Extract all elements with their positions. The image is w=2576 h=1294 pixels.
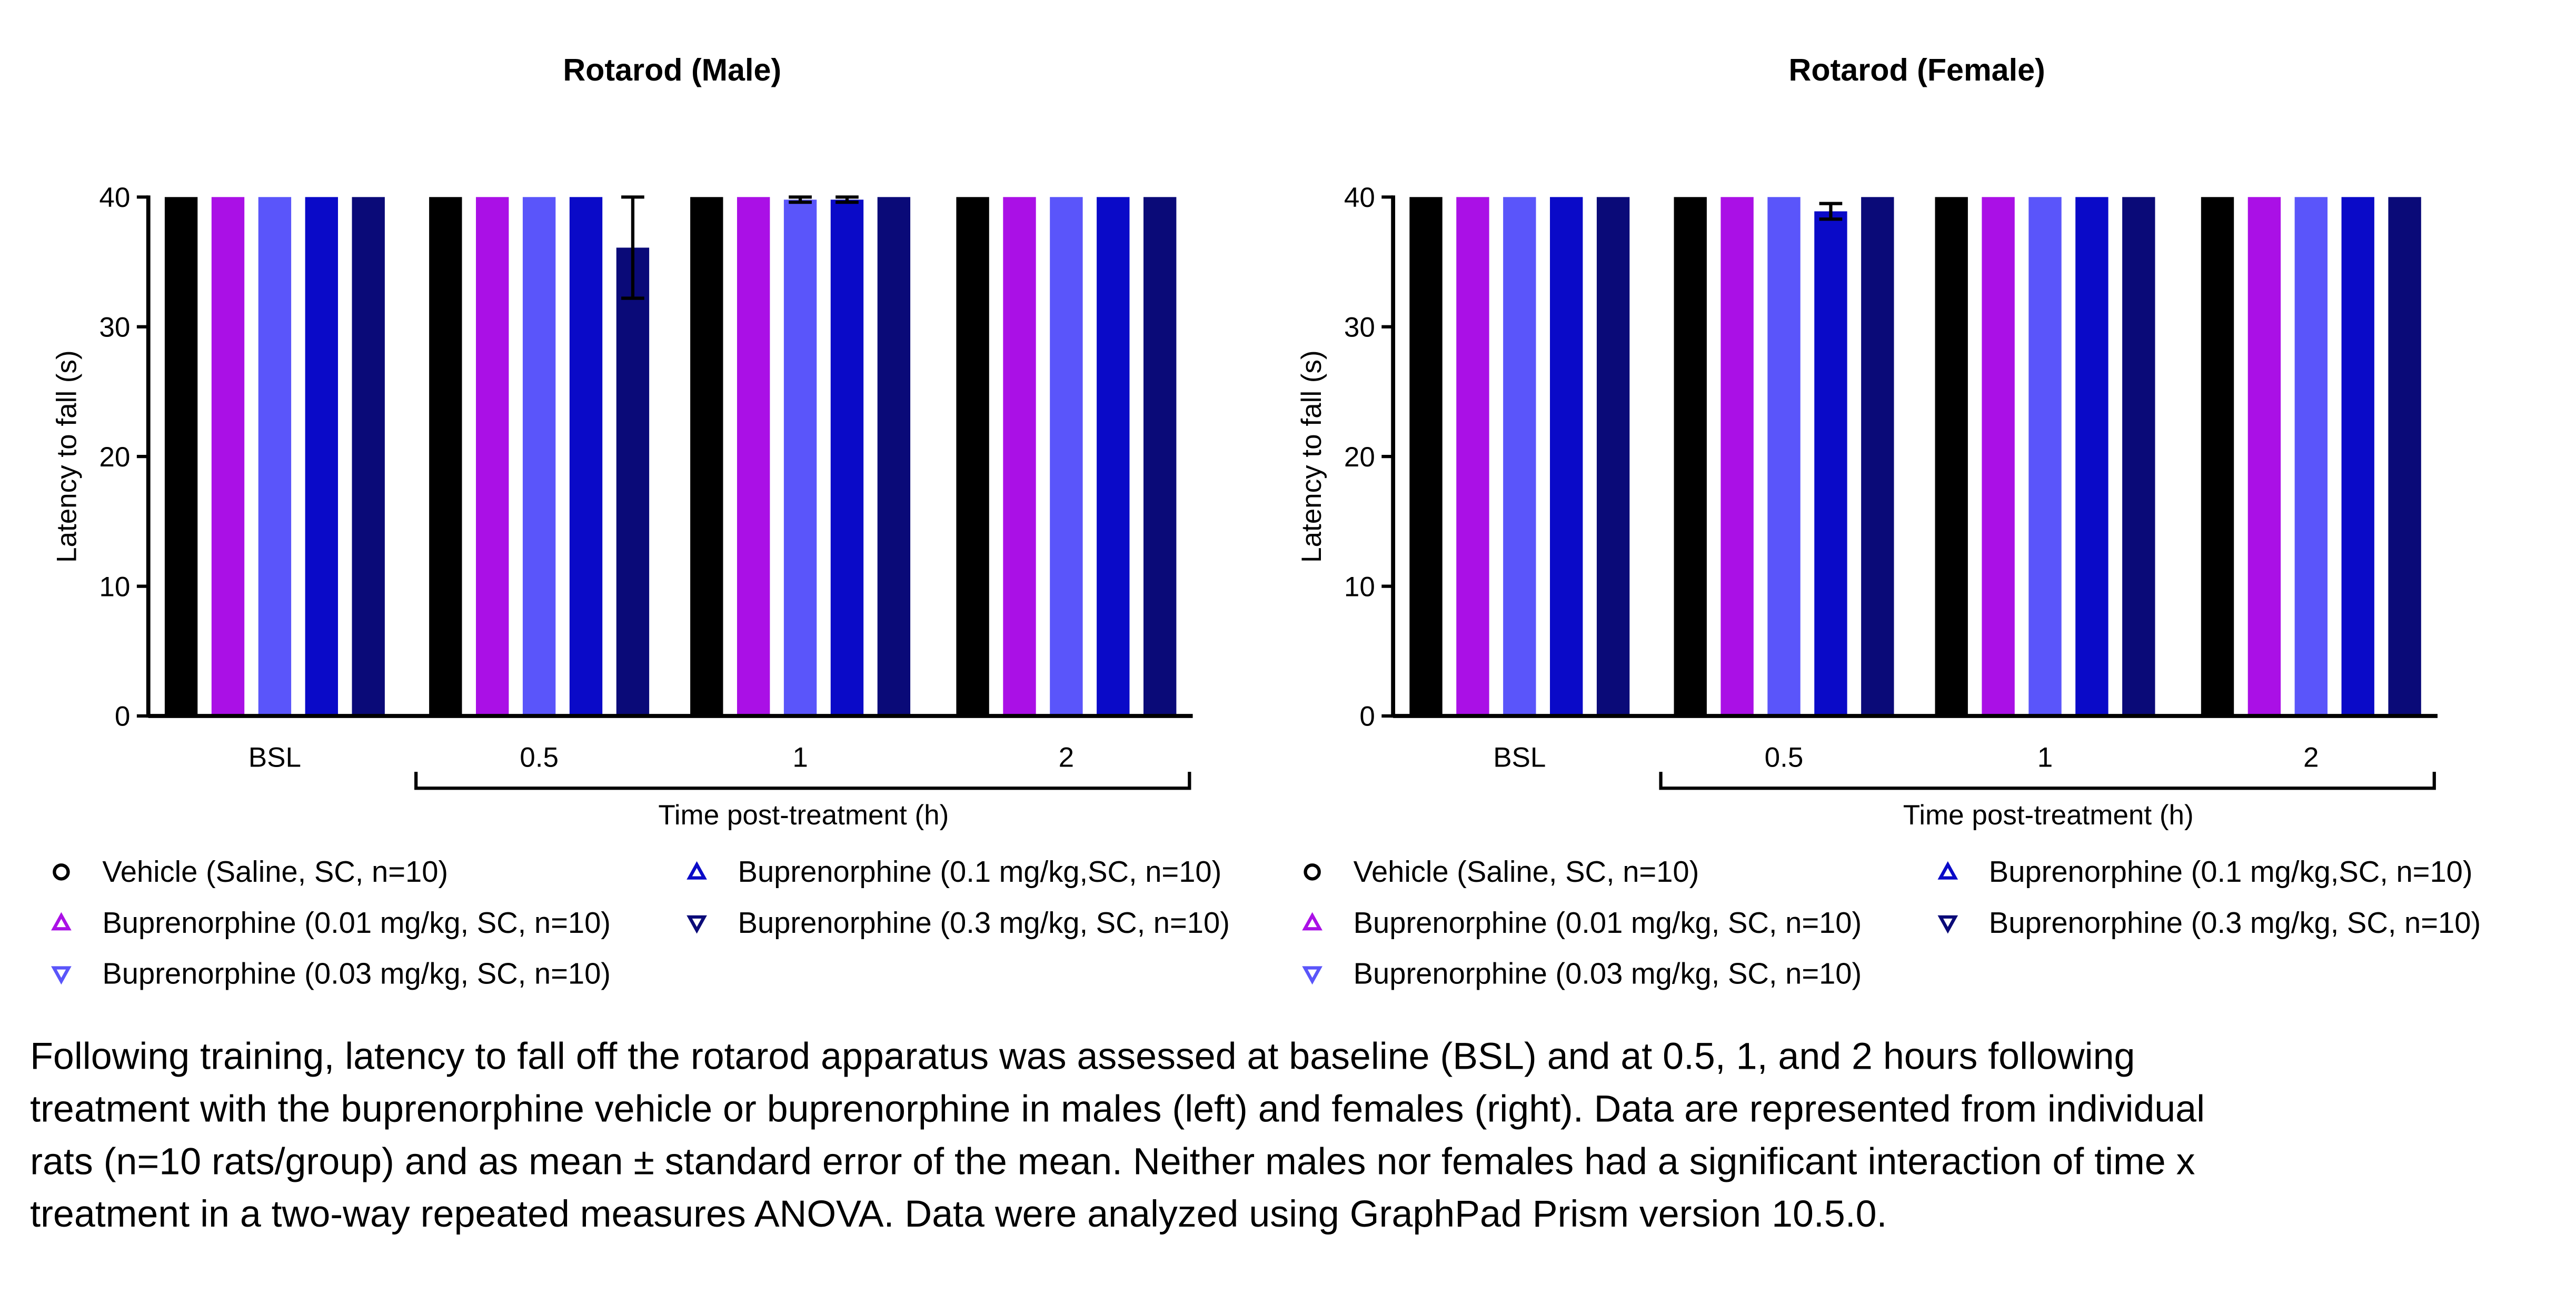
x-tick-label: 2 xyxy=(2303,742,2319,773)
legend-label: Buprenorphine (0.03 mg/kg, SC, n=10) xyxy=(102,957,611,990)
bar xyxy=(1935,197,1968,716)
legend-marker xyxy=(687,915,707,934)
legend-label: Buprenorphine (0.3 mg/kg, SC, n=10) xyxy=(738,906,1230,939)
bar xyxy=(2341,197,2374,716)
y-tick-label: 30 xyxy=(1344,312,1375,343)
bar xyxy=(211,197,245,716)
x-tick-label: 1 xyxy=(2037,742,2053,773)
bar xyxy=(1503,197,1536,716)
y-tick-label: 10 xyxy=(99,571,130,602)
legend-label: Buprenorphine (0.3 mg/kg, SC, n=10) xyxy=(1989,906,2481,939)
bar xyxy=(164,197,198,716)
y-axis-label: Latency to fall (s) xyxy=(1296,350,1327,563)
bar xyxy=(352,197,385,716)
bar xyxy=(2028,197,2062,716)
x-tick-label: 2 xyxy=(1059,742,1074,773)
bar xyxy=(569,197,603,716)
bar xyxy=(690,197,723,716)
y-tick-label: 40 xyxy=(1344,182,1375,213)
chart-title: Rotarod (Female) xyxy=(1789,52,2045,87)
error-bar xyxy=(1819,202,1843,221)
bar xyxy=(1050,197,1083,716)
bar xyxy=(429,197,462,716)
bar xyxy=(783,200,817,716)
bar xyxy=(1003,197,1036,716)
chart-title: Rotarod (Male) xyxy=(563,52,781,87)
x-bracket xyxy=(414,772,1191,790)
bar xyxy=(1861,197,1894,716)
error-bar xyxy=(836,195,859,204)
legend-marker xyxy=(51,966,72,985)
y-tick-label: 40 xyxy=(99,182,130,213)
x-bracket xyxy=(1659,772,2436,790)
legend-marker xyxy=(1937,915,1958,934)
x-axis-label: Time post-treatment (h) xyxy=(658,800,949,831)
y-tick-label: 30 xyxy=(99,312,130,343)
caption-line: treatment with the buprenorphine vehicle… xyxy=(30,1088,2205,1130)
bar xyxy=(2201,197,2234,716)
caption-line: Following training, latency to fall off … xyxy=(30,1036,2135,1078)
legend-marker xyxy=(1302,912,1322,931)
x-tick-label: 1 xyxy=(792,742,808,773)
bar xyxy=(2075,197,2108,716)
bar xyxy=(2294,197,2328,716)
bar xyxy=(616,247,650,716)
bar xyxy=(1143,197,1177,716)
bar xyxy=(1674,197,1707,716)
x-tick-label: BSL xyxy=(1493,742,1546,773)
legend-marker xyxy=(53,863,70,881)
bar xyxy=(476,197,509,716)
error-bar xyxy=(789,195,812,204)
bar xyxy=(2247,197,2281,716)
legend-label: Buprenorphine (0.1 mg/kg,SC, n=10) xyxy=(1989,855,2473,888)
bar xyxy=(1982,197,2015,716)
x-tick-label: 0.5 xyxy=(520,742,559,773)
bar xyxy=(1720,197,1754,716)
legend-label: Vehicle (Saline, SC, n=10) xyxy=(102,855,448,888)
legend-label: Buprenorphine (0.01 mg/kg, SC, n=10) xyxy=(1354,906,1862,939)
bar xyxy=(522,197,556,716)
bar xyxy=(1814,211,1847,716)
bar xyxy=(305,197,338,716)
y-tick-label: 10 xyxy=(1344,571,1375,602)
bar xyxy=(1767,197,1801,716)
legend-label: Buprenorphine (0.01 mg/kg, SC, n=10) xyxy=(102,906,611,939)
legend-label: Vehicle (Saline, SC, n=10) xyxy=(1354,855,1699,888)
error-bar xyxy=(621,195,644,300)
bar xyxy=(830,200,864,716)
bar xyxy=(1456,197,1489,716)
x-axis-label: Time post-treatment (h) xyxy=(1903,800,2194,831)
bar xyxy=(2122,197,2155,716)
x-tick-label: 0.5 xyxy=(1765,742,1804,773)
y-axis-label: Latency to fall (s) xyxy=(51,350,82,563)
bar xyxy=(956,197,989,716)
bar xyxy=(2388,197,2421,716)
y-tick-label: 0 xyxy=(1359,701,1375,732)
x-tick-label: BSL xyxy=(248,742,301,773)
legend-marker xyxy=(1302,966,1322,985)
legend-marker xyxy=(51,912,72,931)
bar xyxy=(1550,197,1583,716)
legend-marker xyxy=(1304,863,1321,881)
legend-marker xyxy=(1937,861,1958,880)
legend-marker xyxy=(687,861,707,880)
bar xyxy=(737,197,770,716)
bar xyxy=(1596,197,1630,716)
bar xyxy=(1097,197,1130,716)
bar xyxy=(877,197,911,716)
bar xyxy=(258,197,292,716)
legend-label: Buprenorphine (0.1 mg/kg,SC, n=10) xyxy=(738,855,1222,888)
bar xyxy=(1409,197,1443,716)
legend-label: Buprenorphine (0.03 mg/kg, SC, n=10) xyxy=(1354,957,1862,990)
y-tick-label: 20 xyxy=(1344,442,1375,473)
caption-line: rats (n=10 rats/group) and as mean ± sta… xyxy=(30,1140,2195,1182)
y-tick-label: 20 xyxy=(99,442,130,473)
y-tick-label: 0 xyxy=(115,701,131,732)
caption-line: treatment in a two-way repeated measures… xyxy=(30,1193,1887,1235)
